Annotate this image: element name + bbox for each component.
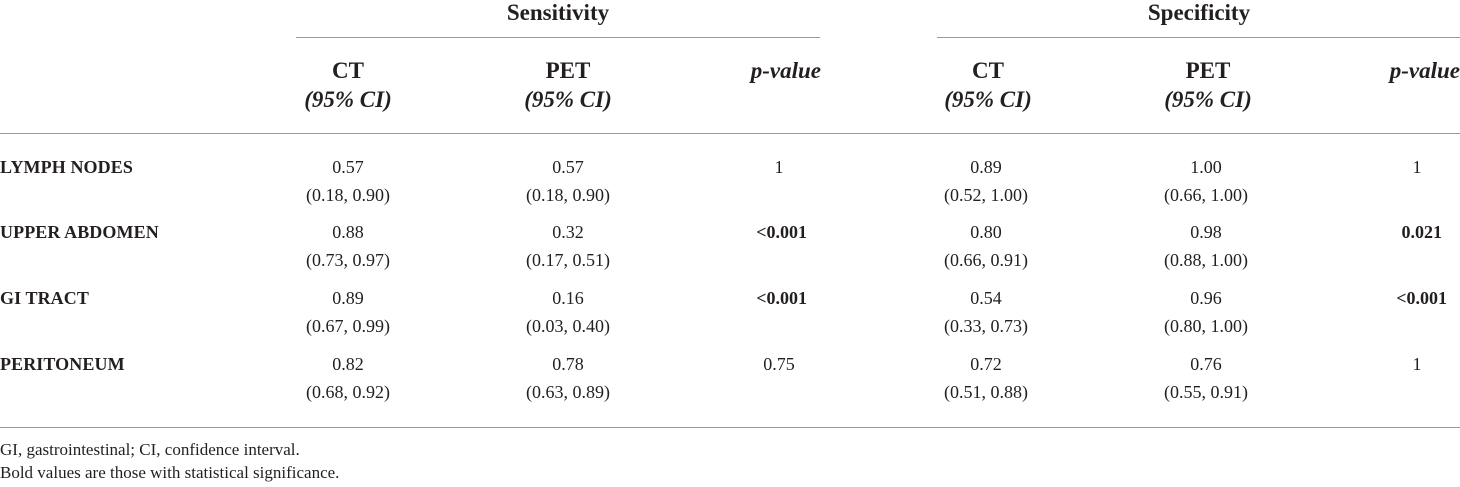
cell-ci: (0.66, 1.00) [1164, 185, 1248, 205]
table-cell: 0.96 (0.80, 1.00) [1141, 284, 1271, 340]
row-label-gi-tract: GI TRACT [0, 288, 89, 308]
cell-value: 0.82 [332, 354, 364, 374]
table-cell: 0.80 (0.66, 0.91) [921, 218, 1051, 274]
col-header-label: CT [332, 58, 364, 83]
table-cell: 1.00 (0.66, 1.00) [1141, 153, 1271, 209]
cell-ci: (0.88, 1.00) [1164, 250, 1248, 270]
table-cell: 0.54 (0.33, 0.73) [921, 284, 1051, 340]
cell-value: 1.00 [1190, 157, 1222, 177]
table-cell: 0.16 (0.03, 0.40) [503, 284, 633, 340]
cell-ci: (0.55, 0.91) [1164, 382, 1248, 402]
table-cell: 0.89 (0.67, 0.99) [283, 284, 413, 340]
cell-value: 0.98 [1190, 222, 1222, 242]
cell-value: 0.57 [552, 157, 584, 177]
col-header-spec-pet: PET (95% CI) [1128, 56, 1288, 114]
table-cell: 0.89 (0.52, 1.00) [921, 153, 1051, 209]
col-header-sens-pet: PET (95% CI) [488, 56, 648, 114]
col-header-label: PET [1185, 58, 1231, 83]
cell-value: 0.80 [970, 222, 1002, 242]
table-cell: 0.82 (0.68, 0.92) [283, 350, 413, 406]
sens-pvalue-cell-significant: <0.001 [756, 222, 807, 242]
header-rule [0, 133, 1460, 134]
cell-value: 0.76 [1190, 354, 1222, 374]
sensitivity-group-rule [296, 37, 820, 38]
cell-ci: (0.67, 0.99) [306, 316, 390, 336]
cell-ci: (0.17, 0.51) [526, 250, 610, 270]
row-label-peritoneum: PERITONEUM [0, 354, 125, 374]
cell-value: 0.89 [970, 157, 1002, 177]
row-label-upper-abdomen: UPPER ABDOMEN [0, 222, 159, 242]
cell-ci: (0.18, 0.90) [526, 185, 610, 205]
table-cell: 0.32 (0.17, 0.51) [503, 218, 633, 274]
table-cell: 0.57 (0.18, 0.90) [503, 153, 633, 209]
spec-pvalue-cell: 1 [1412, 354, 1422, 374]
cell-ci: (0.51, 0.88) [944, 382, 1028, 402]
sens-pvalue-cell: 0.75 [763, 354, 795, 374]
group-title-sensitivity: Sensitivity [506, 0, 610, 25]
col-header-spec-pvalue: p-value [1389, 58, 1460, 83]
cell-value: 0.78 [552, 354, 584, 374]
col-header-ci: (95% CI) [304, 87, 392, 112]
table-cell: 0.72 (0.51, 0.88) [921, 350, 1051, 406]
table-cell: 0.57 (0.18, 0.90) [283, 153, 413, 209]
cell-value: 0.32 [552, 222, 584, 242]
cell-ci: (0.18, 0.90) [306, 185, 390, 205]
spec-pvalue-cell: 1 [1412, 157, 1422, 177]
cell-ci: (0.73, 0.97) [306, 250, 390, 270]
col-header-ci: (95% CI) [524, 87, 612, 112]
table-cell: 0.88 (0.73, 0.97) [283, 218, 413, 274]
cell-ci: (0.68, 0.92) [306, 382, 390, 402]
table-cell: 0.78 (0.63, 0.89) [503, 350, 633, 406]
group-title-specificity: Specificity [1147, 0, 1251, 25]
cell-ci: (0.66, 0.91) [944, 250, 1028, 270]
cell-value: 0.88 [332, 222, 364, 242]
spec-pvalue-cell-significant: 0.021 [1401, 222, 1443, 242]
row-label-lymph-nodes: LYMPH NODES [0, 157, 133, 177]
cell-value: 0.16 [552, 288, 584, 308]
cell-ci: (0.33, 0.73) [944, 316, 1028, 336]
cell-ci: (0.80, 1.00) [1164, 316, 1248, 336]
col-header-spec-ct: CT (95% CI) [908, 56, 1068, 114]
table-cell: 0.98 (0.88, 1.00) [1141, 218, 1271, 274]
footnote-bold-note: Bold values are those with statistical s… [0, 463, 340, 482]
sens-pvalue-cell: 1 [774, 157, 784, 177]
cell-value: 0.96 [1190, 288, 1222, 308]
cell-value: 0.89 [332, 288, 364, 308]
col-header-ci: (95% CI) [1164, 87, 1252, 112]
cell-value: 0.72 [970, 354, 1002, 374]
col-header-label: PET [545, 58, 591, 83]
spec-pvalue-cell-significant: <0.001 [1396, 288, 1447, 308]
cell-ci: (0.03, 0.40) [526, 316, 610, 336]
col-header-label: CT [972, 58, 1004, 83]
table-bottom-rule [0, 427, 1460, 428]
col-header-sens-ct: CT (95% CI) [268, 56, 428, 114]
specificity-group-rule [937, 37, 1460, 38]
table-cell: 0.76 (0.55, 0.91) [1141, 350, 1271, 406]
col-header-ci: (95% CI) [944, 87, 1032, 112]
cell-value: 0.54 [970, 288, 1002, 308]
cell-value: 0.57 [332, 157, 364, 177]
cell-ci: (0.52, 1.00) [944, 185, 1028, 205]
cell-ci: (0.63, 0.89) [526, 382, 610, 402]
col-header-sens-pvalue: p-value [750, 58, 821, 83]
footnote-abbreviations: GI, gastrointestinal; CI, confidence int… [0, 440, 300, 459]
sens-pvalue-cell-significant: <0.001 [756, 288, 807, 308]
